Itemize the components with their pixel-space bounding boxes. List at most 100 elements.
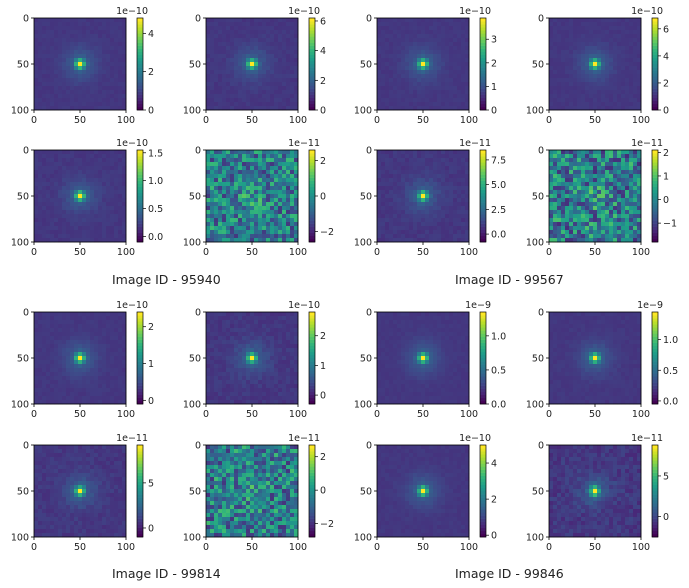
heatmap-cell (417, 190, 422, 195)
heatmap-cell (70, 336, 75, 341)
heatmap-cell (633, 22, 638, 27)
heatmap-cell (457, 150, 462, 155)
heatmap-cell (66, 364, 71, 369)
heatmap-cell (573, 182, 578, 187)
heatmap-cell (234, 86, 239, 91)
heatmap-cell (74, 102, 79, 107)
heatmap-cell (110, 18, 115, 23)
heatmap-cell (393, 206, 398, 211)
heatmap-cell (214, 202, 219, 207)
heatmap-cell (637, 234, 642, 239)
colorbar-segment (137, 214, 143, 218)
heatmap-cell (270, 234, 275, 239)
heatmap-cell (593, 38, 598, 43)
heatmap-cell (214, 86, 219, 91)
heatmap-cell (282, 86, 287, 91)
heatmap-cell (250, 202, 255, 207)
heatmap-cell (385, 226, 390, 231)
heatmap-cell (242, 218, 247, 223)
heatmap-cell (42, 70, 47, 75)
heatmap-cell (86, 106, 91, 111)
heatmap-cell (38, 22, 43, 27)
heatmap-cell (46, 22, 51, 27)
heatmap-cell (106, 70, 111, 75)
heatmap-cell (234, 26, 239, 31)
heatmap-cell (34, 58, 39, 63)
heatmap-cell (449, 206, 454, 211)
heatmap-cell (66, 352, 71, 357)
heatmap-cell (234, 94, 239, 99)
heatmap-cell (625, 82, 630, 87)
heatmap-cell (42, 174, 47, 179)
heatmap-cell (589, 222, 594, 227)
heatmap-cell (565, 98, 570, 103)
heatmap-cell (409, 186, 414, 191)
heatmap-cell (218, 78, 223, 83)
heatmap-cell (246, 222, 251, 227)
heatmap-cell (218, 214, 223, 219)
heatmap-cell (461, 70, 466, 75)
heatmap-cell (282, 174, 287, 179)
heatmap-cell (637, 202, 642, 207)
heatmap-cell (294, 158, 299, 163)
heatmap-cell (385, 214, 390, 219)
heatmap-cell (118, 34, 123, 39)
colorbar-segment (309, 226, 315, 231)
heatmap-cell (605, 226, 610, 231)
heatmap-cell (82, 186, 87, 191)
heatmap-cell (449, 182, 454, 187)
heatmap-cell (401, 90, 406, 95)
heatmap-cell (66, 202, 71, 207)
heatmap-cell (593, 150, 598, 155)
heatmap-cell (613, 98, 618, 103)
heatmap-cell (98, 158, 103, 163)
heatmap-cell (286, 234, 291, 239)
heatmap-cell (54, 316, 59, 321)
heatmap-cell (258, 218, 263, 223)
heatmap-cell (222, 46, 227, 51)
heatmap-cell (425, 162, 430, 167)
heatmap-cell (62, 102, 67, 107)
heatmap-cell (437, 18, 442, 23)
heatmap-cell (553, 226, 558, 231)
colorbar-segment (652, 150, 658, 154)
heatmap-cell (70, 340, 75, 345)
heatmap-cell (242, 62, 247, 67)
heatmap-cell (258, 90, 263, 95)
heatmap-cell (86, 174, 91, 179)
heatmap-cell (234, 66, 239, 71)
heatmap-cell (42, 50, 47, 55)
heatmap-cell (437, 198, 442, 203)
heatmap-cell (102, 78, 107, 83)
y-tick-label: 0 (366, 146, 372, 157)
heatmap-cell (50, 150, 55, 155)
heatmap-cell (234, 202, 239, 207)
heatmap-cell (34, 46, 39, 51)
heatmap-cell (294, 154, 299, 159)
heatmap-cell (234, 34, 239, 39)
colorbar-tick-label: 3 (491, 35, 497, 46)
heatmap-cell (445, 66, 450, 71)
heatmap-cell (62, 162, 67, 167)
heatmap-cell (106, 90, 111, 95)
heatmap-cell (34, 328, 39, 333)
heatmap-cell (465, 54, 470, 59)
heatmap-cell (122, 238, 127, 243)
heatmap-cell (613, 30, 618, 35)
colorbar-segment (137, 27, 143, 31)
heatmap-cell (621, 30, 626, 35)
heatmap-cell (250, 94, 255, 99)
heatmap-cell (74, 58, 79, 63)
heatmap-cell (214, 190, 219, 195)
colorbar-segment (652, 73, 658, 77)
heatmap-cell (601, 34, 606, 39)
heatmap-cell (585, 18, 590, 23)
heatmap-cell (557, 178, 562, 183)
heatmap-cell (290, 82, 295, 87)
heatmap-cell (222, 158, 227, 163)
heatmap-cell (254, 30, 259, 35)
heatmap-cell (573, 74, 578, 79)
heatmap-cell (122, 328, 127, 333)
heatmap-cell (58, 150, 63, 155)
heatmap-cell (274, 206, 279, 211)
